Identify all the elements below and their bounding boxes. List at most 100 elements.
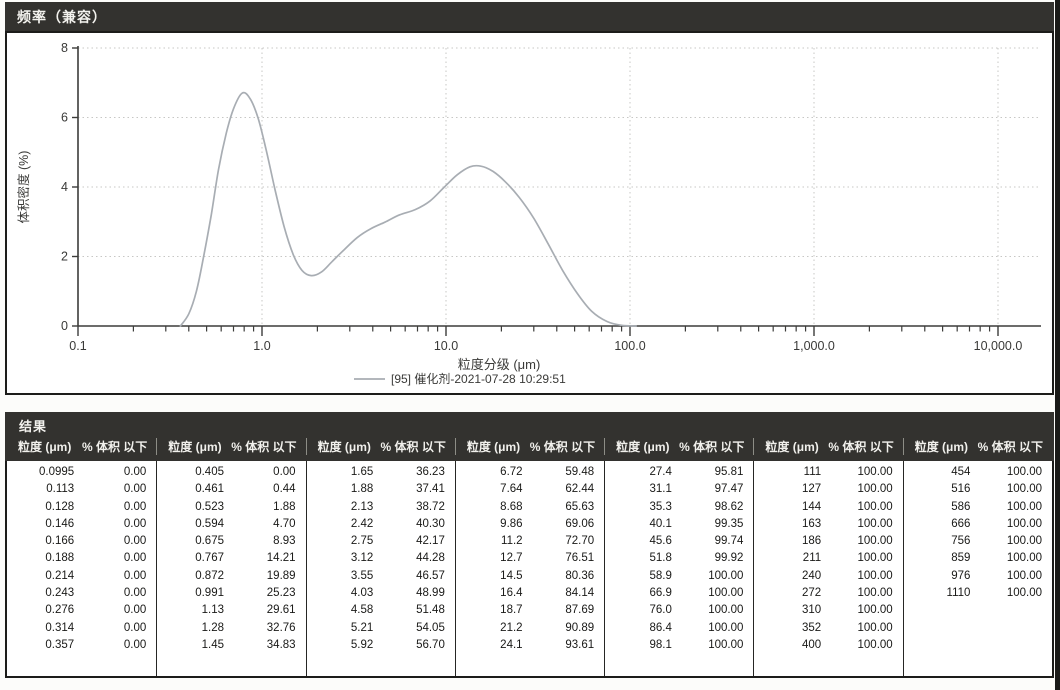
column-header-size: 粒度 (μm) <box>765 440 819 454</box>
table-row: 4.03 48.99 <box>307 585 455 602</box>
cell-particle-size: 8.68 <box>500 500 523 513</box>
column-header-group: 粒度 (μm) % 体积 以下 <box>454 438 604 455</box>
cell-particle-size: 976 <box>951 569 971 582</box>
table-row: 11.2 72.70 <box>456 533 604 550</box>
cell-particle-size: 163 <box>801 517 822 530</box>
cell-percent-volume-under: 48.99 <box>416 587 445 600</box>
table-row: 111 100.00 <box>754 464 902 481</box>
svg-text:8: 8 <box>61 41 68 55</box>
cell-particle-size: 0.767 <box>195 552 224 565</box>
column-header-group: 粒度 (μm) % 体积 以下 <box>753 438 902 455</box>
cell-percent-volume-under: 100.00 <box>1006 535 1042 548</box>
cell-particle-size: 86.4 <box>649 621 672 634</box>
cell-percent-volume-under: 100.00 <box>1006 517 1042 530</box>
table-row: 58.9 100.00 <box>605 568 753 585</box>
cell-percent-volume-under: 0.00 <box>123 500 147 513</box>
table-row: 2.13 38.72 <box>307 499 455 516</box>
column-header-percent: % 体积 以下 <box>380 440 446 454</box>
cell-percent-volume-under: 29.61 <box>266 604 296 617</box>
column-header-group: 粒度 (μm) % 体积 以下 <box>902 438 1052 455</box>
cell-percent-volume-under: 100.00 <box>708 621 744 634</box>
table-body: 0.0995 0.00 0.113 0.00 0.128 0.00 0.146 0.00 0.1… <box>5 461 1054 678</box>
cell-particle-size: 0.113 <box>46 483 75 496</box>
cell-percent-volume-under: 54.05 <box>416 621 445 634</box>
table-column-group-2: 0.405 0.00 0.461 0.44 0.523 1.88 0.594 4.70 0.67… <box>156 461 305 676</box>
cell-percent-volume-under: 100.00 <box>857 500 893 513</box>
table-row: 16.4 84.14 <box>456 585 604 602</box>
table-row: 4.58 51.48 <box>307 602 455 619</box>
table-row: 98.1 100.00 <box>605 637 753 654</box>
cell-particle-size: 272 <box>801 587 822 600</box>
cell-particle-size: 5.92 <box>350 638 374 651</box>
cell-particle-size: 4.58 <box>350 604 374 617</box>
cell-percent-volume-under: 80.36 <box>565 569 595 582</box>
table-row: 35.3 98.62 <box>605 499 753 516</box>
column-header-size: 粒度 (μm) <box>466 440 521 454</box>
cell-percent-volume-under: 99.35 <box>714 517 744 530</box>
cell-particle-size: 0.461 <box>195 483 224 496</box>
cell-percent-volume-under: 100.00 <box>857 552 893 565</box>
cell-percent-volume-under: 0.00 <box>123 466 147 478</box>
cell-percent-volume-under: 87.69 <box>565 604 595 617</box>
cell-particle-size: 144 <box>801 500 822 513</box>
cell-percent-volume-under: 32.76 <box>266 621 296 634</box>
table-row: 0.146 0.00 <box>7 516 156 533</box>
column-header-percent: % 体积 以下 <box>529 440 596 454</box>
table-column-group-1: 0.0995 0.00 0.113 0.00 0.128 0.00 0.146 0.00 0.1… <box>7 461 156 676</box>
table-row: 86.4 100.00 <box>605 620 753 637</box>
cell-particle-size: 586 <box>951 500 971 513</box>
cell-particle-size: 14.5 <box>500 569 523 582</box>
results-table-panel: 结果 粒度 (μm)% 体积 以下 粒度 (μm)% 体积 以下 粒度 (μm)% … <box>5 412 1054 678</box>
table-row: 352 100.00 <box>754 620 902 637</box>
table-row: 0.166 0.00 <box>7 533 156 550</box>
cell-percent-volume-under: 100.00 <box>708 604 744 617</box>
table-row: 0.991 25.23 <box>157 585 305 602</box>
cell-particle-size: 0.675 <box>195 535 224 548</box>
cell-particle-size: 1.28 <box>201 621 224 634</box>
cell-percent-volume-under: 42.17 <box>416 535 445 548</box>
cell-particle-size: 0.872 <box>195 569 224 582</box>
cell-particle-size: 76.0 <box>649 604 672 617</box>
cell-particle-size: 0.0995 <box>38 466 75 478</box>
cell-percent-volume-under: 51.48 <box>416 604 445 617</box>
table-row: 0.767 14.21 <box>157 550 305 567</box>
cell-percent-volume-under: 100.00 <box>857 466 893 478</box>
cell-particle-size: 51.8 <box>649 552 672 565</box>
cell-particle-size: 0.594 <box>195 517 224 530</box>
table-row: 2.42 40.30 <box>307 516 455 533</box>
column-header-group: 粒度 (μm) % 体积 以下 <box>7 438 156 455</box>
table-row: 756 100.00 <box>904 533 1052 550</box>
cell-particle-size: 16.4 <box>500 587 523 600</box>
table-row: 0.188 0.00 <box>7 550 156 567</box>
cell-percent-volume-under: 100.00 <box>857 638 893 651</box>
cell-particle-size: 3.55 <box>350 569 374 582</box>
table-row: 454 100.00 <box>904 464 1052 481</box>
column-header-percent: % 体积 以下 <box>231 440 297 454</box>
cell-percent-volume-under: 90.89 <box>565 621 595 634</box>
table-row: 0.128 0.00 <box>7 499 156 516</box>
cell-percent-volume-under: 44.28 <box>416 552 445 565</box>
results-table-header: 结果 粒度 (μm)% 体积 以下 粒度 (μm)% 体积 以下 粒度 (μm)% … <box>5 412 1054 461</box>
cell-particle-size: 0.214 <box>45 569 75 582</box>
table-row: 3.55 46.57 <box>307 568 455 585</box>
cell-percent-volume-under: 0.00 <box>123 483 147 496</box>
cell-particle-size: 0.405 <box>195 466 224 478</box>
cell-particle-size: 240 <box>801 569 822 582</box>
cell-percent-volume-under: 38.72 <box>416 500 445 513</box>
legend-label: [95] 催化剂-2021-07-28 10:29:51 <box>391 371 566 386</box>
cell-particle-size: 7.64 <box>500 483 523 496</box>
table-row: 516 100.00 <box>904 481 1052 498</box>
table-column-group-3: 1.65 36.23 1.88 37.41 2.13 38.72 2.42 40.30 2.75… <box>305 461 455 676</box>
table-row: 5.21 54.05 <box>307 620 455 637</box>
table-row: 0.461 0.44 <box>157 481 305 498</box>
cell-percent-volume-under: 65.63 <box>565 500 595 513</box>
column-header-size: 粒度 (μm) <box>18 440 72 454</box>
cell-particle-size: 0.166 <box>45 535 75 548</box>
table-row: 8.68 65.63 <box>456 499 604 516</box>
cell-percent-volume-under: 100.00 <box>857 587 893 600</box>
table-row: 76.0 100.00 <box>605 602 753 619</box>
chart-plot-area: 0 2 4 6 8 0.1 1.0 10.0 100.0 1,000.0 10,000.0 粒度分级 … <box>5 31 1054 395</box>
svg-text:100.0: 100.0 <box>614 339 645 353</box>
svg-text:10,000.0: 10,000.0 <box>974 339 1023 353</box>
table-row: 1.65 36.23 <box>307 464 455 481</box>
